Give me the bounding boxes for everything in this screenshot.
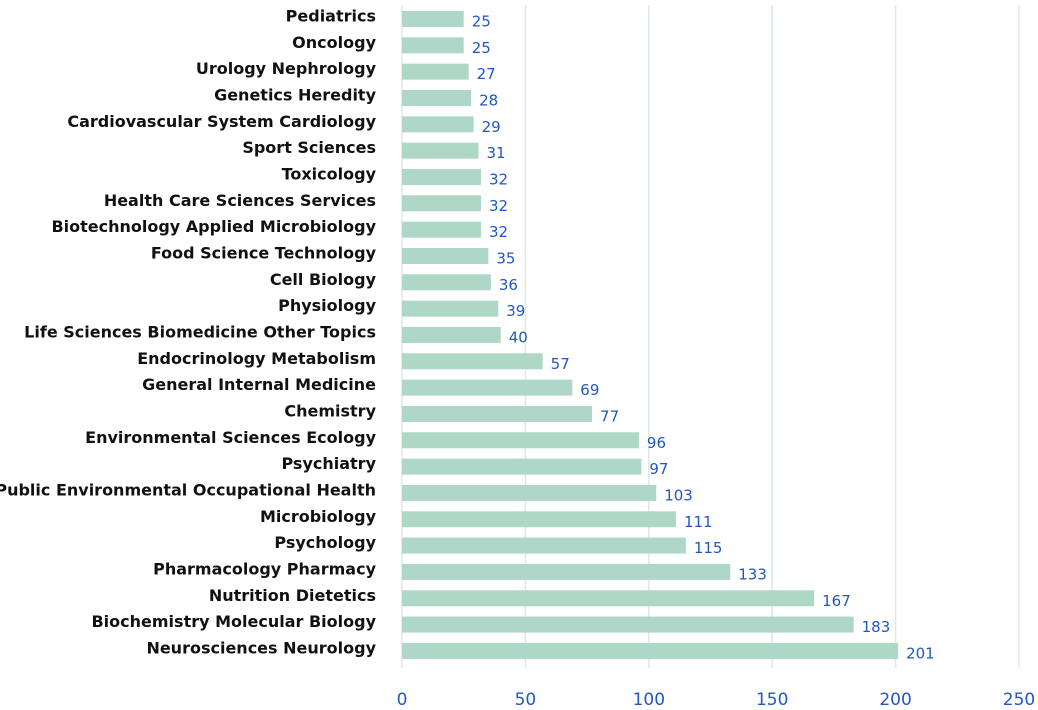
y-tick-label: Toxicology	[282, 164, 377, 183]
value-label: 183	[862, 618, 891, 636]
y-tick-label: Life Sciences Biomedicine Other Topics	[24, 322, 376, 341]
value-label: 39	[506, 302, 525, 320]
y-tick-label: Biotechnology Applied Microbiology	[51, 217, 376, 236]
value-label: 57	[551, 355, 570, 373]
y-tick-label: Chemistry	[284, 401, 376, 420]
value-label: 111	[684, 513, 713, 531]
value-label: 32	[489, 170, 508, 188]
x-tick-label: 250	[1003, 690, 1035, 710]
bar	[402, 458, 642, 475]
bar	[402, 63, 469, 80]
y-tick-label: Cell Biology	[270, 270, 377, 289]
value-label: 29	[482, 118, 501, 136]
y-tick-label: General Internal Medicine	[142, 375, 376, 394]
value-label: 103	[664, 486, 693, 504]
value-label: 25	[472, 39, 491, 57]
y-tick-label: Psychiatry	[281, 454, 376, 473]
value-label: 25	[472, 13, 491, 31]
value-label: 69	[580, 381, 599, 399]
y-tick-label: Public Environmental Occupational Health	[0, 480, 376, 499]
bar	[402, 353, 543, 370]
y-tick-label: Pharmacology Pharmacy	[153, 559, 376, 578]
bar	[402, 537, 686, 554]
value-label: 32	[489, 197, 508, 215]
y-tick-label: Environmental Sciences Ecology	[85, 428, 376, 447]
bar	[402, 37, 464, 54]
value-label: 133	[738, 565, 767, 583]
value-label: 201	[906, 644, 935, 662]
value-label: 40	[509, 328, 528, 346]
y-tick-label: Biochemistry Molecular Biology	[91, 612, 376, 631]
value-label: 27	[477, 65, 496, 83]
bar	[402, 195, 481, 212]
bar	[402, 247, 489, 264]
bar	[402, 142, 479, 159]
x-tick-label: 200	[879, 690, 911, 710]
y-tick-label: Health Care Sciences Services	[104, 191, 376, 210]
y-tick-label: Sport Sciences	[242, 138, 376, 157]
bar	[402, 379, 573, 396]
y-tick-label: Urology Nephrology	[196, 59, 377, 78]
x-tick-label: 100	[633, 690, 665, 710]
y-tick-label: Physiology	[278, 296, 376, 315]
bar	[402, 116, 474, 133]
bar	[402, 616, 854, 633]
bar	[402, 221, 481, 238]
y-tick-label: Pediatrics	[286, 7, 376, 26]
value-label: 36	[499, 276, 518, 294]
y-tick-label: Psychology	[274, 533, 376, 552]
y-tick-label: Nutrition Dietetics	[209, 586, 376, 605]
y-tick-label: Cardiovascular System Cardiology	[67, 112, 376, 131]
bar	[402, 590, 815, 607]
bar	[402, 642, 899, 659]
value-label: 31	[487, 144, 506, 162]
value-label: 96	[647, 434, 666, 452]
y-tick-label: Microbiology	[260, 507, 377, 526]
bar	[402, 405, 593, 422]
y-tick-label: Endocrinology Metabolism	[137, 349, 376, 368]
y-tick-label: Neurosciences Neurology	[146, 638, 376, 657]
value-label: 35	[496, 249, 515, 267]
bar	[402, 326, 501, 343]
bar	[402, 168, 481, 185]
bar	[402, 484, 657, 501]
bar	[402, 274, 491, 291]
y-tick-label: Food Science Technology	[151, 243, 377, 262]
y-tick-label: Genetics Heredity	[214, 85, 377, 104]
bar	[402, 89, 472, 106]
x-tick-label: 0	[397, 690, 408, 710]
bar	[402, 432, 639, 449]
bar	[402, 300, 499, 317]
bar	[402, 11, 464, 27]
value-label: 115	[694, 539, 723, 557]
value-label: 32	[489, 223, 508, 241]
x-tick-label: 150	[756, 690, 788, 710]
y-tick-label: Oncology	[292, 33, 376, 52]
bar	[402, 511, 676, 528]
value-label: 77	[600, 407, 619, 425]
value-label: 28	[479, 91, 498, 109]
x-tick-label: 50	[515, 690, 537, 710]
value-label: 97	[649, 460, 668, 478]
bar	[402, 563, 731, 580]
value-label: 167	[822, 592, 851, 610]
